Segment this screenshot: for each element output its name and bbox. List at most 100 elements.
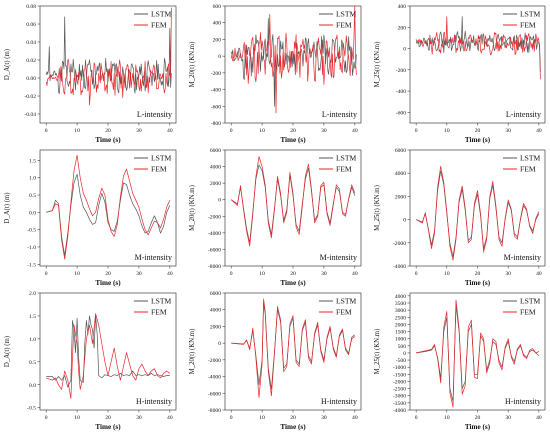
intensity-label: M-intensity [320, 253, 357, 262]
y-tick-label: -1.5 [27, 262, 36, 268]
legend-label-fem: FEM [151, 308, 167, 317]
x-tick-label: 30 [505, 128, 511, 134]
x-tick-label: 0 [45, 271, 48, 277]
y-tick-label: 2000 [395, 322, 406, 328]
chart-panel-p23: 0 10 20 30 40 -4000 -2000 0 2000 4000 6000 LSTM FEM M… [374, 148, 546, 287]
x-axis-label: Time (s) [465, 423, 491, 431]
y-tick-label: 2000 [210, 181, 221, 187]
legend-label-fem: FEM [336, 165, 352, 174]
series-line-lstm [415, 16, 541, 72]
y-tick-label: 400 [398, 4, 407, 10]
series-line-lstm [416, 305, 540, 402]
series-line-lstm [415, 170, 540, 258]
x-tick-label: 0 [415, 128, 418, 134]
series-line-fem [416, 16, 541, 80]
series-line-lstm [231, 164, 356, 244]
y-tick-label: -6000 [208, 247, 221, 253]
x-tick-label: 40 [352, 128, 358, 134]
series-line-fem [230, 156, 356, 247]
legend-label-fem: FEM [151, 165, 167, 174]
legend-label-fem: FEM [336, 21, 352, 30]
intensity-label: H-intensity [505, 397, 541, 406]
x-tick-label: 20 [105, 128, 111, 134]
y-tick-label: 0.08 [26, 4, 36, 10]
x-tick-label: 30 [505, 271, 511, 277]
legend-label-fem: FEM [336, 308, 352, 317]
x-tick-label: 40 [536, 128, 542, 134]
x-tick-label: 30 [136, 415, 142, 421]
x-tick-label: 10 [74, 415, 80, 421]
legend-label-fem: FEM [151, 21, 167, 30]
intensity-label: M-intensity [135, 253, 172, 262]
y-tick-label: 2000 [210, 324, 221, 330]
y-tick-label: 1.0 [29, 337, 36, 343]
y-tick-label: 0.0 [29, 210, 36, 216]
y-tick-label: 2000 [395, 194, 406, 200]
y-tick-label: -4000 [393, 408, 406, 414]
chart-panel-p32: 0 10 20 30 40 -8000 -6000 -4000 -2000 0 2000 4000 60… [189, 291, 362, 431]
chart-panel-p22: 0 10 20 30 40 -8000 -6000 -4000 -2000 0 2000 4000 60… [189, 148, 362, 287]
x-tick-label: 40 [167, 271, 173, 277]
chart-panel-p12: 0 10 20 30 40 -800 -600 -400 -200 0 200 400 600 LSTM F… [189, 4, 362, 144]
series-line-fem [46, 154, 171, 260]
y-tick-label: -200 [211, 71, 221, 77]
x-tick-label: 10 [444, 271, 450, 277]
y-tick-label: -0.5 [27, 228, 36, 234]
legend-label-lstm: LSTM [520, 297, 541, 306]
legend-label-lstm: LSTM [336, 10, 357, 19]
legend-label-lstm: LSTM [151, 154, 172, 163]
x-tick-label: 20 [475, 128, 481, 134]
x-tick-label: 40 [167, 415, 173, 421]
x-tick-label: 40 [536, 271, 542, 277]
y-tick-label: -0.02 [24, 94, 36, 100]
y-tick-label: -8000 [208, 264, 221, 270]
x-tick-label: 0 [45, 128, 48, 134]
x-tick-label: 10 [74, 271, 80, 277]
x-axis-label: Time (s) [465, 279, 491, 287]
y-tick-label: -6000 [208, 391, 221, 397]
y-axis-label: D_A(t) (m) [4, 192, 11, 223]
y-tick-label: 0 [218, 54, 221, 60]
x-tick-label: 10 [444, 415, 450, 421]
y-tick-label: 0.02 [26, 58, 36, 64]
y-tick-label: -2000 [208, 214, 221, 220]
x-axis-label: Time (s) [280, 279, 306, 287]
x-tick-label: 0 [230, 415, 233, 421]
series-line-fem [46, 313, 171, 399]
x-tick-label: 30 [136, 271, 142, 277]
chart-panel-p33: 0 10 20 30 40-4000-3500-3000-2500-2000-1500-… [374, 292, 546, 431]
y-tick-label: 4000 [395, 294, 406, 300]
y-axis-label: D_A(t) (m) [4, 336, 11, 367]
intensity-label: H-intensity [136, 397, 172, 406]
chart-panel-p11: 0 10 20 30 40 -0.04 -0.02 0.00 0.02 0.04 0.06 0.08 L… [4, 4, 177, 144]
x-axis-label: Time (s) [465, 136, 491, 144]
series-line-fem [415, 165, 540, 261]
y-axis-label: D_A(t) (m) [4, 49, 11, 80]
x-tick-label: 30 [321, 128, 327, 134]
intensity-label: L-intensity [137, 110, 172, 119]
x-tick-label: 0 [415, 271, 418, 277]
x-tick-label: 40 [352, 415, 358, 421]
x-tick-label: 10 [444, 128, 450, 134]
x-tick-label: 0 [230, 271, 233, 277]
x-tick-label: 40 [167, 128, 173, 134]
y-tick-label: 4000 [210, 308, 221, 314]
legend-label-lstm: LSTM [520, 10, 541, 19]
legend-label-lstm: LSTM [151, 10, 172, 19]
x-tick-label: 20 [290, 415, 296, 421]
y-tick-label: 400 [213, 21, 222, 27]
x-axis-label: Time (s) [95, 423, 121, 431]
y-tick-label: 200 [213, 37, 222, 43]
y-tick-label: 0.5 [29, 360, 36, 366]
x-tick-label: 0 [45, 415, 48, 421]
series-line-fem [230, 5, 357, 114]
x-axis-label: Time (s) [95, 136, 121, 144]
y-tick-label: 2.0 [29, 291, 36, 297]
y-tick-label: -2000 [393, 379, 406, 385]
y-tick-label: -500 [396, 358, 406, 364]
y-tick-label: 500 [398, 344, 407, 350]
y-tick-label: 0.0 [29, 383, 36, 389]
y-axis-label: M_25(t) (KN.m) [374, 185, 381, 231]
y-tick-label: 0.5 [29, 193, 36, 199]
